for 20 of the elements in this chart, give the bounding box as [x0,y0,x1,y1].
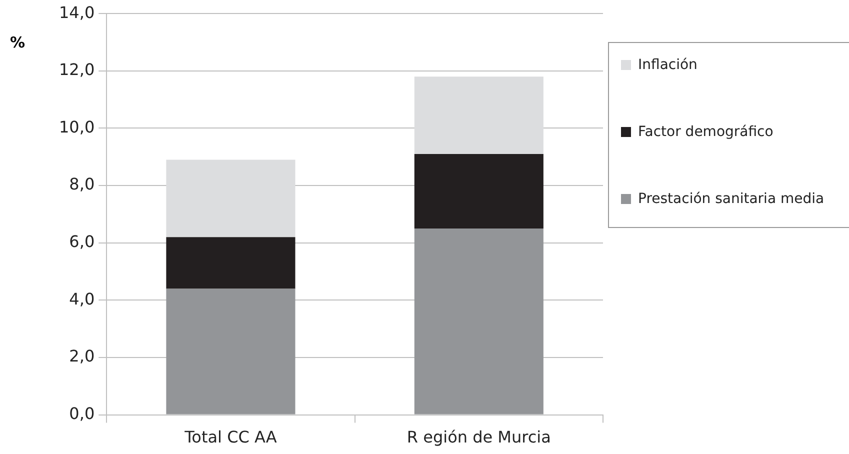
bar [166,160,296,238]
bar [166,288,296,414]
y-tick-label: 6,0 [69,232,95,252]
y-tick-label: 0,0 [69,404,95,423]
x-tick-label: Total CC AA [184,428,277,447]
bar [414,76,544,154]
y-tick-label: 8,0 [69,174,95,194]
legend-label: Factor demográfico [638,124,774,140]
bar [166,237,296,289]
bar [414,154,544,229]
y-tick-label: 2,0 [69,346,95,366]
y-tick-label: 4,0 [69,289,95,308]
bar [414,228,544,414]
y-tick-label: 14,0 [59,2,95,22]
x-tick-label: R egión de Murcia [406,428,551,447]
legend-label: Inflación [638,57,698,73]
legend-label: Prestación sanitaria media [638,191,824,207]
y-tick-label: 12,0 [59,60,95,80]
y-tick-label: 10,0 [59,117,95,136]
y-axis-title: % [10,33,26,52]
